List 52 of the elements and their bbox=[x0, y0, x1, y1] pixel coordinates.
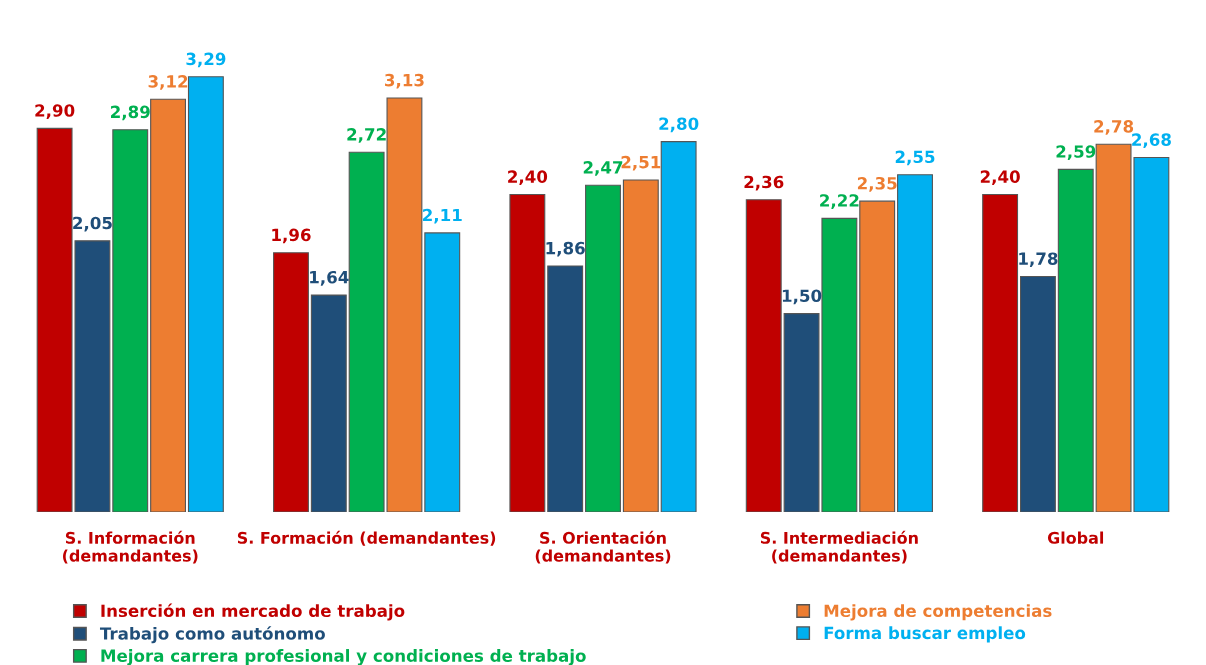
bar bbox=[187, 76, 224, 513]
data-label: 2,05 bbox=[73, 216, 112, 232]
legend-label: Mejora de competencias bbox=[824, 604, 1052, 621]
bar bbox=[897, 174, 933, 513]
x-tick-label: S. Formación (demandantes) bbox=[237, 530, 496, 546]
legend-label: Inserción en mercado de trabajo bbox=[101, 603, 405, 621]
legend-label: Forma buscar empleo bbox=[824, 626, 1026, 643]
bar bbox=[859, 200, 896, 513]
data-label: 2,59 bbox=[1056, 145, 1096, 160]
data-label: 1,78 bbox=[1019, 252, 1058, 268]
bar bbox=[622, 179, 659, 513]
bar bbox=[1019, 275, 1056, 513]
data-label: 2,72 bbox=[347, 128, 386, 143]
data-label: 3,29 bbox=[186, 52, 226, 68]
x-tick-label: Global bbox=[1047, 531, 1104, 544]
data-label: 2,40 bbox=[508, 170, 548, 186]
data-label: 1,64 bbox=[310, 270, 349, 286]
data-label: 1,86 bbox=[546, 241, 585, 257]
data-label: 3,12 bbox=[148, 75, 188, 90]
data-label: 2,90 bbox=[35, 104, 75, 119]
bar bbox=[509, 193, 546, 513]
data-label: 1,96 bbox=[272, 228, 311, 244]
data-label: 3,13 bbox=[385, 73, 424, 89]
data-label: 1,50 bbox=[782, 289, 822, 305]
data-label: 2,55 bbox=[895, 150, 935, 166]
data-label: 2,40 bbox=[980, 170, 1020, 186]
legend-label: Mejora carrera profesional y condiciones de trabajo bbox=[101, 649, 586, 665]
data-label: 2,35 bbox=[857, 176, 897, 192]
bar bbox=[112, 129, 149, 513]
bar bbox=[660, 141, 697, 513]
bar bbox=[982, 193, 1019, 513]
legend-label: Trabajo como autónomo bbox=[99, 626, 325, 644]
data-label: 2,68 bbox=[1132, 133, 1171, 149]
data-label: 2,47 bbox=[583, 161, 623, 176]
bar bbox=[273, 252, 309, 513]
bar bbox=[585, 184, 621, 513]
data-label: 2,51 bbox=[621, 155, 661, 171]
x-tick-label: S. Orientación (demandantes) bbox=[535, 530, 671, 564]
bar bbox=[424, 232, 461, 513]
data-label: 2,36 bbox=[744, 175, 784, 191]
bar bbox=[1057, 168, 1094, 513]
data-label: 2,78 bbox=[1094, 120, 1134, 135]
data-label: 2,89 bbox=[111, 105, 150, 121]
data-label: 2,80 bbox=[659, 117, 699, 133]
bar bbox=[547, 265, 584, 513]
x-tick-label: S. Intermediación (demandantes) bbox=[760, 530, 918, 564]
x-tick-label: S. Información (demandantes) bbox=[63, 530, 198, 564]
data-label: 2,22 bbox=[820, 194, 859, 209]
data-label: 2,11 bbox=[423, 208, 462, 224]
bar bbox=[745, 199, 782, 513]
bar bbox=[150, 98, 187, 513]
bar bbox=[310, 294, 347, 513]
